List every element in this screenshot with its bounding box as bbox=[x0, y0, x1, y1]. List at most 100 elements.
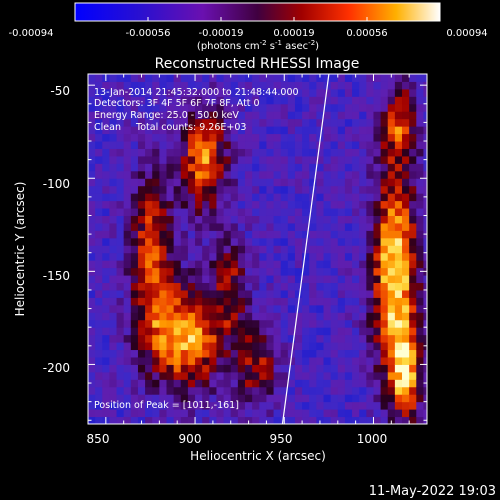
heatmap-cell bbox=[230, 96, 239, 105]
heatmap-cell bbox=[273, 118, 282, 127]
heatmap-cell bbox=[252, 193, 260, 202]
heatmap-cell bbox=[116, 155, 125, 164]
heatmap-cell bbox=[373, 103, 382, 112]
heatmap-cell bbox=[116, 386, 125, 395]
heatmap-cell bbox=[252, 252, 260, 261]
heatmap-cell bbox=[223, 282, 232, 291]
heatmap-cell bbox=[316, 96, 325, 105]
heatmap-cell bbox=[252, 282, 260, 291]
heatmap-cell bbox=[137, 349, 146, 358]
heatmap-cell bbox=[195, 111, 203, 120]
heatmap-cell bbox=[380, 200, 389, 209]
heatmap-cell bbox=[116, 371, 125, 380]
heatmap-cell bbox=[352, 237, 360, 246]
heatmap-cell bbox=[252, 170, 260, 179]
heatmap-cell bbox=[316, 364, 325, 373]
heatmap-cell bbox=[366, 185, 374, 194]
y-axis-label: Heliocentric Y (arcsec) bbox=[13, 182, 27, 317]
heatmap-cell bbox=[209, 275, 217, 284]
heatmap-cell bbox=[373, 327, 382, 336]
heatmap-cell bbox=[302, 252, 310, 261]
heatmap-cell bbox=[137, 133, 146, 142]
heatmap-cell bbox=[352, 96, 360, 105]
heatmap-cell bbox=[95, 319, 103, 328]
heatmap-cell bbox=[387, 215, 396, 224]
heatmap-cell bbox=[402, 356, 410, 365]
heatmap-cell bbox=[88, 96, 96, 105]
heatmap-cell bbox=[366, 297, 374, 306]
heatmap-cell bbox=[380, 103, 389, 112]
heatmap-cell bbox=[259, 148, 267, 157]
heatmap-cell bbox=[202, 237, 210, 246]
heatmap-cell bbox=[237, 103, 246, 112]
heatmap-cell bbox=[323, 208, 332, 216]
heatmap-cell bbox=[359, 327, 367, 336]
heatmap-cell bbox=[245, 141, 253, 149]
heatmap-cell bbox=[195, 118, 203, 127]
heatmap-cell bbox=[337, 222, 346, 231]
heatmap-cell bbox=[187, 401, 196, 410]
heatmap-cell bbox=[409, 275, 417, 284]
heatmap-cell bbox=[337, 163, 346, 172]
heatmap-cell bbox=[252, 178, 260, 187]
heatmap-cell bbox=[287, 170, 296, 179]
heatmap-cell bbox=[130, 163, 139, 172]
heatmap-cell bbox=[209, 103, 217, 112]
heatmap-cell bbox=[195, 334, 203, 343]
heatmap-cell bbox=[116, 416, 125, 425]
heatmap-cell bbox=[130, 148, 139, 157]
heatmap-cell bbox=[173, 334, 182, 343]
heatmap-cell bbox=[223, 304, 232, 313]
heatmap-cell bbox=[245, 356, 253, 365]
heatmap-cell bbox=[252, 401, 260, 410]
heatmap-cell bbox=[323, 178, 332, 187]
heatmap-cell bbox=[187, 74, 196, 82]
heatmap-cell bbox=[280, 342, 289, 351]
heatmap-cell bbox=[380, 304, 389, 313]
heatmap-cell bbox=[116, 334, 125, 343]
heatmap-cell bbox=[130, 74, 139, 82]
heatmap-cell bbox=[245, 126, 253, 135]
heatmap-cell bbox=[287, 289, 296, 298]
heatmap-cell bbox=[423, 245, 428, 254]
heatmap-cell bbox=[152, 141, 160, 149]
heatmap-cell bbox=[352, 126, 360, 135]
heatmap-cell bbox=[187, 252, 196, 261]
heatmap-cell bbox=[123, 386, 132, 395]
heatmap-cell bbox=[302, 356, 310, 365]
heatmap-cell bbox=[187, 327, 196, 336]
heatmap-cell bbox=[173, 170, 182, 179]
heatmap-cell bbox=[280, 260, 289, 269]
heatmap-cell bbox=[116, 118, 125, 127]
heatmap-cell bbox=[159, 364, 168, 373]
heatmap-cell bbox=[202, 267, 210, 276]
heatmap-cell bbox=[195, 193, 203, 202]
heatmap-cell bbox=[309, 148, 317, 157]
heatmap-cell bbox=[230, 394, 239, 403]
heatmap-cell bbox=[302, 297, 310, 306]
heatmap-cell bbox=[88, 409, 96, 418]
colorbar-tick-label: -0.00094 bbox=[9, 28, 54, 39]
heatmap-cell bbox=[316, 409, 325, 418]
heatmap-cell bbox=[109, 275, 118, 284]
heatmap-cell bbox=[316, 222, 325, 231]
heatmap-cell bbox=[145, 103, 153, 112]
heatmap-cell bbox=[252, 379, 260, 388]
heatmap-cell bbox=[216, 88, 225, 97]
heatmap-cell bbox=[344, 409, 353, 418]
heatmap-cell bbox=[223, 237, 232, 246]
heatmap-cell bbox=[88, 126, 96, 135]
heatmap-cell bbox=[202, 185, 210, 194]
heatmap-cell bbox=[294, 371, 303, 380]
heatmap-cell bbox=[409, 386, 417, 395]
heatmap-cell bbox=[130, 222, 139, 231]
heatmap-cell bbox=[109, 245, 118, 254]
heatmap-cell bbox=[380, 327, 389, 336]
heatmap-cell bbox=[302, 118, 310, 127]
heatmap-cell bbox=[323, 185, 332, 194]
heatmap-cell bbox=[159, 252, 168, 261]
heatmap-cell bbox=[95, 163, 103, 172]
heatmap-cell bbox=[130, 312, 139, 321]
heatmap-cell bbox=[109, 81, 118, 90]
heatmap-cell bbox=[380, 260, 389, 269]
